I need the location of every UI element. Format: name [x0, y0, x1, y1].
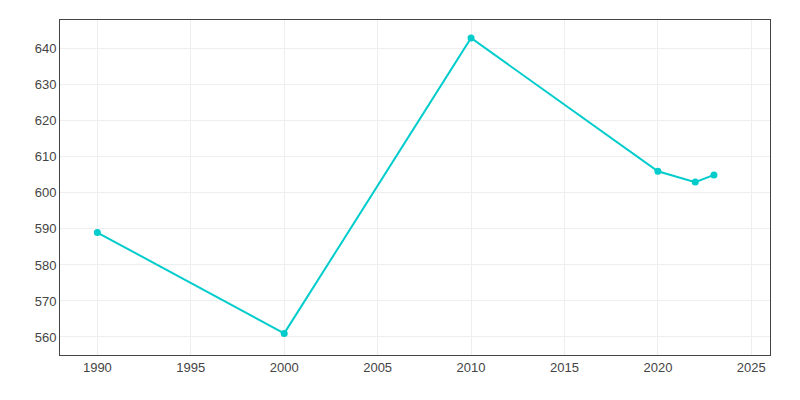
- svg-text:570: 570: [35, 294, 57, 309]
- svg-text:2025: 2025: [737, 360, 766, 375]
- svg-text:640: 640: [35, 41, 57, 56]
- svg-text:610: 610: [35, 149, 57, 164]
- svg-text:600: 600: [35, 185, 57, 200]
- svg-text:580: 580: [35, 258, 57, 273]
- svg-text:590: 590: [35, 221, 57, 236]
- svg-text:2000: 2000: [270, 360, 299, 375]
- svg-text:2015: 2015: [550, 360, 579, 375]
- svg-text:2020: 2020: [643, 360, 672, 375]
- svg-text:1995: 1995: [176, 360, 205, 375]
- svg-text:2010: 2010: [457, 360, 486, 375]
- svg-text:1990: 1990: [83, 360, 112, 375]
- svg-text:630: 630: [35, 77, 57, 92]
- svg-text:2005: 2005: [363, 360, 392, 375]
- svg-text:560: 560: [35, 330, 57, 345]
- svg-text:620: 620: [35, 113, 57, 128]
